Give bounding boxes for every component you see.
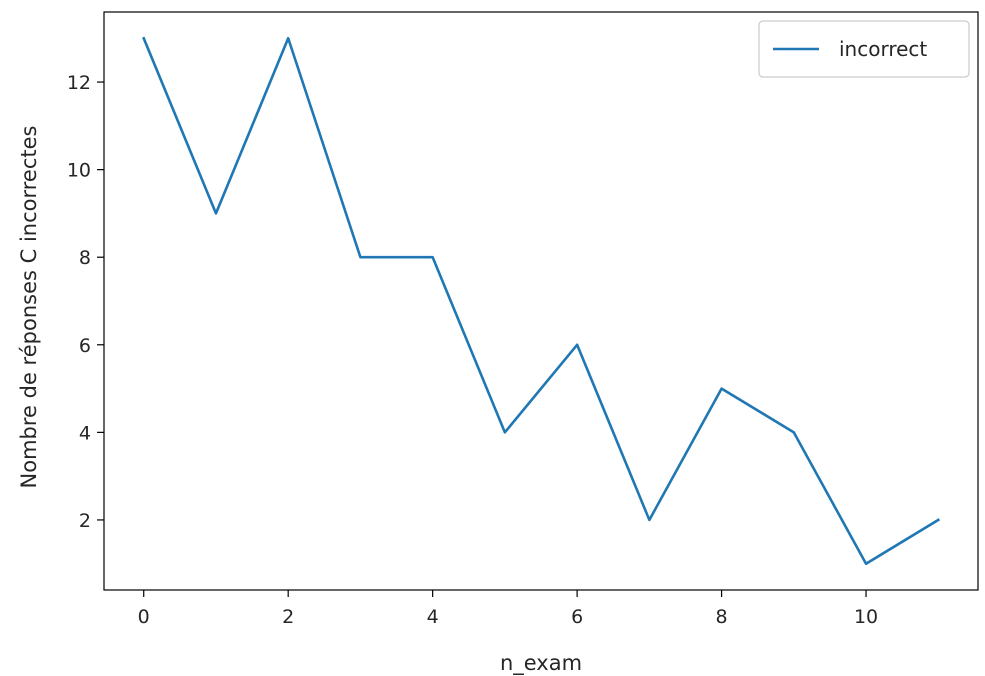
y-tick-label: 2	[79, 510, 91, 532]
legend-box	[758, 20, 970, 78]
x-tick-label: 8	[716, 606, 728, 628]
y-axis-ticks: 2 4 6 8 10 12	[67, 72, 104, 532]
x-tick-label: 0	[138, 606, 150, 628]
x-axis-label: n_exam	[500, 651, 582, 676]
y-tick-label: 12	[67, 72, 91, 94]
y-axis-label: Nombre de réponses C incorrectes	[17, 126, 41, 489]
legend: incorrect	[758, 20, 970, 78]
y-tick-label: 4	[79, 422, 91, 444]
x-axis-ticks: 0 2 4 6 8 10	[138, 590, 878, 628]
x-tick-label: 4	[427, 606, 439, 628]
legend-label: incorrect	[839, 37, 927, 61]
x-tick-label: 10	[854, 606, 878, 628]
y-tick-label: 8	[79, 247, 91, 269]
y-tick-label: 10	[67, 160, 91, 182]
x-tick-label: 6	[571, 606, 583, 628]
y-tick-label: 6	[79, 335, 91, 357]
series-line-0	[142, 36, 941, 566]
axes-frame	[103, 11, 979, 591]
x-tick-label: 2	[282, 606, 294, 628]
series-layer	[142, 36, 941, 566]
